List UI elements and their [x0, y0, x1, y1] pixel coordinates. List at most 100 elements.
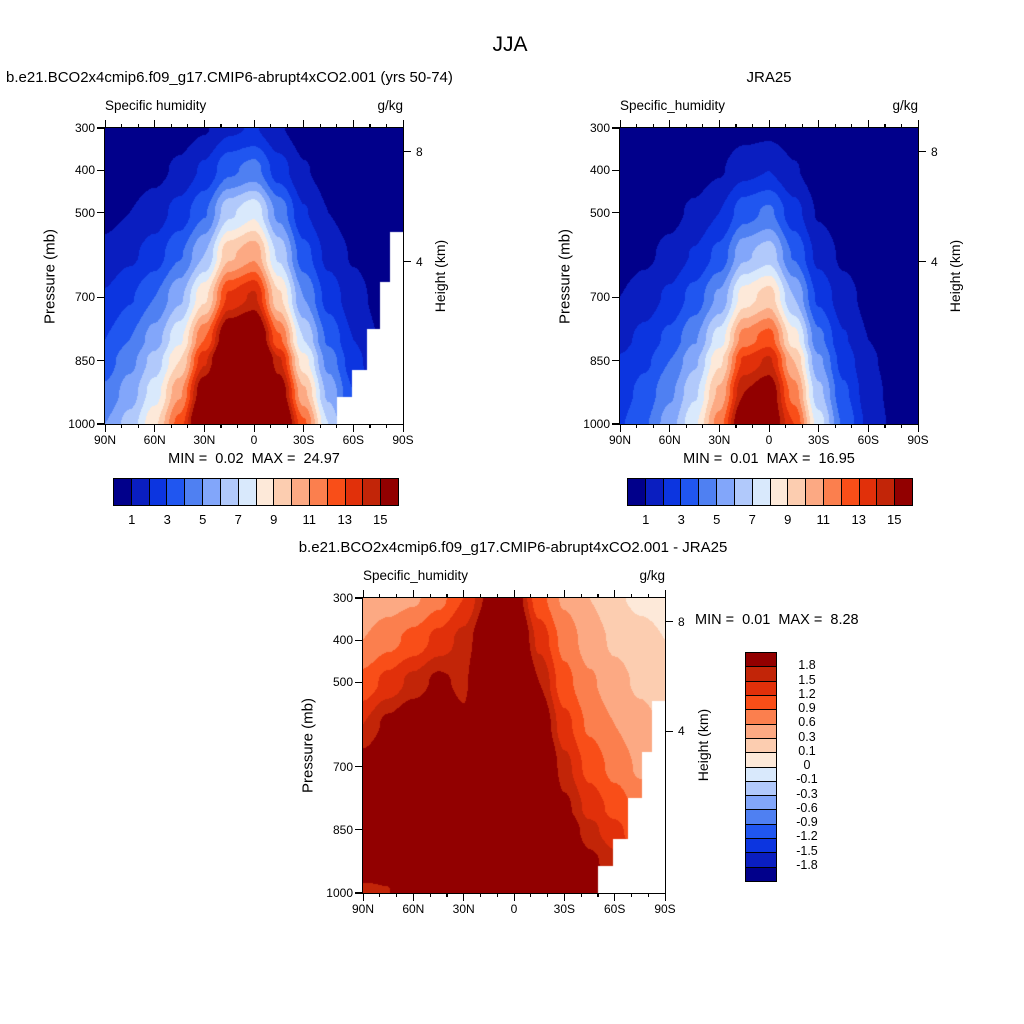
lat-tick [614, 893, 616, 901]
colorbar-cell [746, 653, 776, 668]
colorbar-cell [345, 479, 364, 505]
colorbar-cell [746, 753, 776, 768]
colorbar-cell [734, 479, 753, 505]
height-tick-label: 4 [416, 254, 423, 269]
lat-tick-label: 90S [907, 433, 929, 447]
colorbar-cell [746, 738, 776, 754]
lat-tick [547, 893, 549, 897]
lat-tick [884, 424, 886, 428]
lat-tick [785, 424, 787, 428]
colorbar-cell [746, 796, 776, 811]
lat-tick [563, 590, 566, 598]
pressure-tick-label: 700 [332, 759, 353, 774]
colorbar-cell [770, 479, 789, 505]
lat-tick [669, 424, 671, 432]
panel-model-plot: 90N 60N 30N 0 30S 60S 90S 300 400 500 700 850 1000 8 4 [68, 120, 423, 447]
lat-tick [336, 424, 338, 428]
colorbar-cell [746, 867, 776, 881]
lat-tick [352, 424, 355, 432]
lat-tick-label: 30N [708, 433, 731, 447]
lat-tick [236, 124, 239, 128]
lat-tick [900, 424, 903, 428]
pressure-tick [612, 169, 620, 171]
lat-tick [647, 594, 649, 598]
pressure-tick [97, 169, 105, 171]
pressure-tick-label: 850 [589, 353, 610, 368]
lat-tick [286, 124, 288, 128]
lat-tick [253, 120, 255, 128]
pressure-tick-label: 300 [332, 591, 353, 605]
colorbar-cell [746, 824, 776, 840]
lat-tick [702, 124, 704, 128]
pressure-tick [355, 681, 363, 683]
lat-tick-label: 30S [553, 902, 575, 916]
colorbar-tick-label: 1 [128, 512, 136, 527]
colorbar-jra25 [627, 478, 913, 506]
lat-tick [187, 124, 189, 128]
lat-tick [917, 424, 919, 432]
lat-tick [385, 124, 388, 128]
lat-tick [412, 893, 415, 901]
lat-tick [379, 594, 381, 598]
panel-model-colorbar: 1 3 5 7 9 11 13 15 [113, 478, 399, 527]
lat-tick [479, 594, 482, 598]
pressure-tick [612, 423, 620, 425]
lat-tick [170, 124, 172, 128]
lat-tick [319, 124, 321, 128]
colorbar-model [113, 478, 399, 506]
lat-tick [187, 424, 189, 428]
panel-model-y2label: Height (km) [432, 239, 448, 313]
pressure-tick [612, 211, 620, 214]
panel-diff-plot: 90N 60N 30N 0 30S 60S 90S 300 400 500 700 850 1000 8 4 [326, 590, 685, 916]
pressure-tick [355, 597, 363, 599]
lat-tick [685, 424, 687, 428]
lat-tick [104, 424, 106, 432]
lat-tick [319, 424, 321, 428]
lat-tick [619, 424, 621, 432]
colorbar-cell [256, 479, 275, 505]
colorbar-tick-label: -0.1 [796, 772, 818, 787]
colorbar-cell [203, 479, 221, 505]
lat-tick [121, 124, 123, 128]
colorbar-cell [628, 479, 646, 505]
lat-tick [203, 424, 206, 432]
lat-tick [402, 424, 404, 432]
height-tick-label: 4 [931, 254, 938, 269]
colorbar-diff [745, 652, 777, 882]
colorbar-cell [895, 479, 912, 505]
panel-diff-minmax: MIN = 0.01 MAX = 8.28 [695, 612, 859, 628]
height-tick [403, 151, 411, 153]
lat-tick [496, 594, 498, 598]
lat-tick [884, 124, 886, 128]
colorbar-cell [746, 853, 776, 868]
lat-tick [614, 590, 616, 598]
lat-tick [636, 424, 638, 428]
colorbar-tick-label: 1.5 [798, 672, 816, 687]
height-tick [918, 151, 926, 153]
lat-tick-label: 60N [143, 433, 166, 447]
lat-tick [547, 594, 549, 598]
colorbar-cell [699, 479, 718, 505]
lat-tick [270, 124, 272, 128]
lat-tick [203, 120, 206, 128]
lat-tick-label: 90S [654, 902, 676, 916]
panel-model-subheader: Specific humidity g/kg [105, 98, 403, 113]
pressure-tick-label: 500 [332, 675, 353, 690]
lat-tick-label: 60N [658, 433, 681, 447]
lat-tick [834, 424, 836, 428]
panel-jra25-title: JRA25 [746, 69, 792, 86]
lat-tick [154, 120, 156, 128]
lat-tick [220, 124, 222, 128]
lat-tick [652, 424, 654, 428]
colorbar-tick-label: 7 [748, 512, 756, 527]
pressure-tick-label: 500 [589, 205, 610, 220]
pressure-tick [97, 359, 105, 362]
pressure-tick [612, 296, 620, 298]
colorbar-tick-label: 3 [677, 512, 685, 527]
lat-tick [369, 124, 371, 128]
lat-tick [818, 424, 820, 432]
colorbar-cell [309, 479, 328, 505]
colorbar-cell [841, 479, 860, 505]
lat-tick [369, 424, 371, 428]
colorbar-tick-label: 13 [337, 512, 352, 527]
